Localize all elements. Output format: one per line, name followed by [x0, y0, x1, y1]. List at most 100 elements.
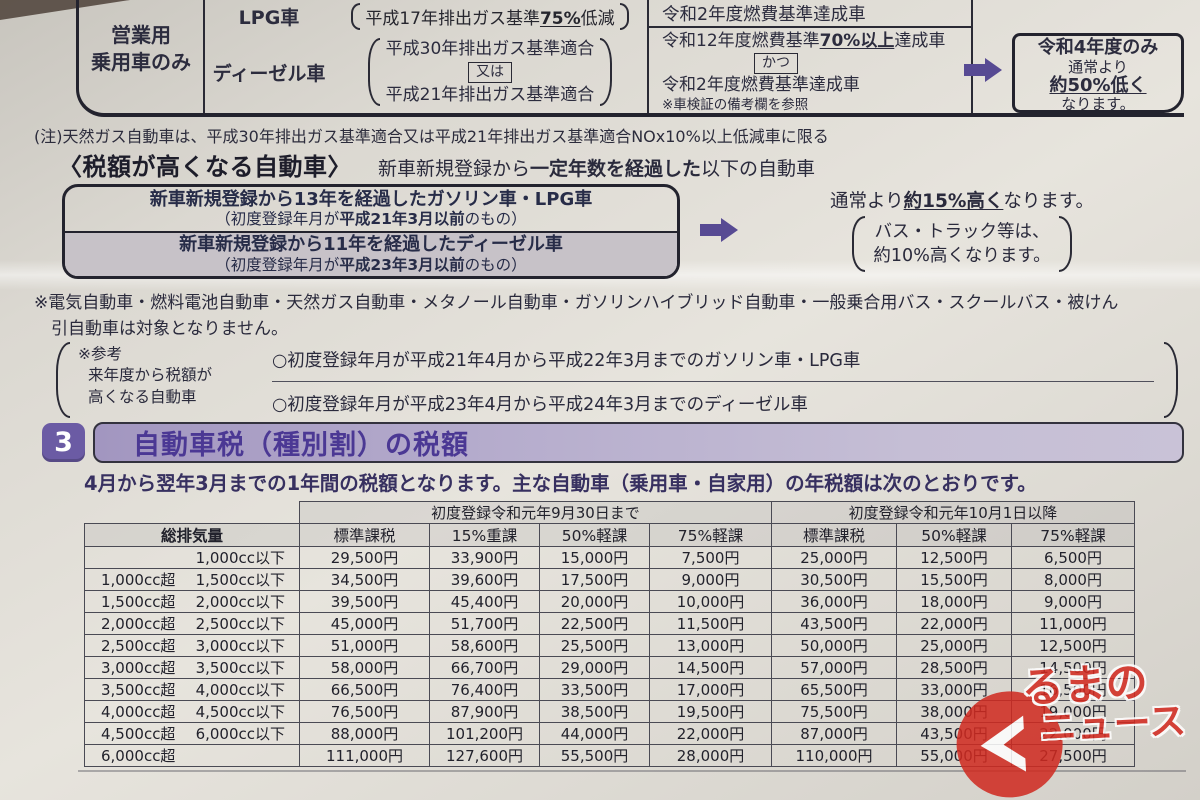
lpg-condition-text: 平成17年排出ガス基準75%低減 [365, 8, 615, 29]
tax-value-cell: 76,500円 [299, 700, 430, 723]
table-row: 1,000cc以下 29,500円 33,900円 15,000円 7,500円 25,0… [84, 546, 1135, 569]
close-paren-shape [619, 2, 629, 30]
gasoline-lpg-age-row: 新車新規登録から13年を経過したガソリン車・LPG車 （初度登録年月が平成21年… [65, 187, 677, 233]
diesel-condition-line1: 平成30年排出ガス基準適合 [385, 38, 595, 59]
fuel-economy-line2: 令和2年度燃費基準達成車 [662, 74, 860, 95]
displacement-cell: 1,000cc超 1,500cc以下 [84, 568, 300, 591]
tax-value-cell: 22,000円 [896, 612, 1012, 635]
right-arrow-icon [964, 58, 1004, 82]
displacement-cell: 1,500cc超 2,000cc以下 [84, 590, 300, 613]
open-paren-shape [852, 216, 866, 272]
tax-value-cell: 87,900円 [429, 700, 540, 723]
tax-value-cell: 43,500円 [771, 612, 897, 635]
fuel-economy-column: 令和2年度燃費基準達成車 令和12年度燃費基準70%以上達成車 かつ 令和2年度… [647, 0, 973, 113]
table-group-header-row: 初度登録令和元年9月30日まで 初度登録令和元年10月1日以降 [84, 501, 1135, 524]
tax-value-cell: 15,500円 [896, 568, 1012, 591]
open-paren-shape [56, 342, 70, 418]
tax-value-cell: 51,000円 [299, 634, 430, 657]
displacement-cell: 4,000cc超 4,500cc以下 [84, 700, 300, 723]
reference-item-gasoline: ○初度登録年月が平成21年4月から平成22年3月までのガソリン車・LPG車 [272, 343, 1154, 382]
result-line1: 令和4年度のみ [1037, 37, 1159, 58]
usage-label-line1: 営業用 [111, 22, 171, 47]
col-header: 50%軽課 [896, 523, 1012, 547]
tax-value-cell: 17,500円 [539, 568, 650, 591]
exclusion-note: ※電気自動車・燃料電池自動車・天然ガス自動車・メタノール自動車・ガソリンハイブリ… [34, 293, 1119, 340]
higher-tax-result: 通常より約15%高くなります。 バス・トラック等は、 約10%高くなります。 [740, 187, 1184, 272]
usage-label-line2: 乗用車のみ [91, 49, 191, 74]
col-header: 標準課税 [299, 523, 430, 547]
page-edge-line [78, 770, 1186, 772]
tax-amount-table: 初度登録令和元年9月30日まで 初度登録令和元年10月1日以降 総排気量 標準課… [84, 501, 1135, 767]
tax-value-cell: 13,000円 [649, 634, 772, 657]
tax-value-cell: 110,000円 [771, 744, 897, 767]
section-title-band: 自動車税（種別割）の税額 [93, 422, 1184, 463]
table-row: 2,500cc超 3,000cc以下 51,000円 58,600円 25,500円 13… [84, 634, 1135, 657]
tax-value-cell: 87,000円 [771, 722, 897, 745]
tax-value-cell: 9,000円 [1011, 590, 1135, 613]
close-paren-shape [1164, 342, 1178, 418]
tax-value-cell: 38,500円 [539, 700, 650, 723]
col-header: 標準課税 [771, 523, 897, 547]
diesel-condition: 平成30年排出ガス基準適合 又は 平成21年排出ガス基準適合 [333, 33, 647, 113]
higher-tax-heading-row: 〈税額が高くなる自動車〉 新車新規登録から一定年数を経過した以下の自動車 [58, 147, 815, 182]
col-header: 75%軽課 [1011, 523, 1135, 547]
inspection-note: ※車検証の備考欄を参照 [662, 96, 809, 113]
displacement-header: 総排気量 [84, 523, 300, 547]
or-connector-badge: 又は [467, 62, 512, 83]
tax-value-cell: 65,500円 [771, 678, 897, 701]
tax-value-cell: 15,000円 [539, 546, 650, 569]
fuel-economy-top-row: 令和2年度燃費基準達成車 [649, 0, 971, 29]
tax-value-cell: 29,000円 [539, 656, 650, 679]
displacement-cell: 4,500cc超 6,000cc以下 [84, 722, 300, 745]
tax-value-cell: 25,500円 [539, 634, 650, 657]
result-line4: なります。 [1061, 95, 1135, 114]
tax-value-cell: 58,000円 [299, 656, 430, 679]
displacement-cell: 6,000cc超 [84, 744, 300, 767]
bus-truck-parenthetical: バス・トラック等は、 約10%高くなります。 [740, 216, 1184, 272]
lpg-condition: 平成17年排出ガス基準75%低減 [333, 2, 647, 30]
kuruma-news-watermark: るまの ニュース [945, 656, 1200, 800]
tax-value-cell: 55,500円 [539, 744, 650, 767]
tax-value-cell: 25,000円 [896, 634, 1012, 657]
reference-item-diesel: ○初度登録年月が平成23年4月から平成24年3月までのディーゼル車 [272, 394, 808, 415]
result-line3: 約50%低く [1049, 74, 1147, 96]
tax-table-body: 1,000cc以下 29,500円 33,900円 15,000円 7,500円 25,0… [84, 546, 1135, 767]
tax-value-cell: 51,700円 [429, 612, 540, 635]
tax-value-cell: 18,000円 [896, 590, 1012, 613]
tax-value-cell: 45,400円 [429, 590, 540, 613]
group2-header: 初度登録令和元年10月1日以降 [771, 501, 1135, 524]
tax-value-cell: 16,500円 [1011, 678, 1135, 701]
tax-value-cell: 6,500円 [1011, 546, 1135, 569]
col-header: 50%軽課 [539, 523, 650, 547]
close-paren-shape [1058, 216, 1072, 272]
watermark-text: るまの ニュース [1020, 657, 1187, 750]
tax-value-cell: 66,500円 [299, 678, 430, 701]
tax-value-cell: 22,000円 [649, 722, 772, 745]
tax-value-cell: 39,600円 [429, 568, 540, 591]
tax-value-cell: 88,000円 [299, 722, 430, 745]
diesel-condition-stack: 平成30年排出ガス基準適合 又は 平成21年排出ガス基準適合 [386, 38, 595, 106]
table-row: 1,000cc超 1,500cc以下 34,500円 39,600円 17,500円 9,… [84, 568, 1135, 591]
close-paren-shape [600, 37, 613, 106]
higher-tax-subheading: 新車新規登録から一定年数を経過した以下の自動車 [378, 158, 816, 180]
natural-gas-note: (注)天然ガス自動車は、平成30年排出ガス基準適合又は平成21年排出ガス基準適合… [34, 127, 829, 146]
tax-value-cell: 20,000円 [539, 590, 650, 613]
tax-value-cell: 127,600円 [429, 744, 540, 767]
and-connector-badge: かつ [754, 52, 798, 74]
tax-value-cell: 14,500円 [1011, 656, 1135, 679]
table-subheader-row: 総排気量 標準課税 15%重課 50%軽課 75%軽課 標準課税 50%軽課 7… [84, 523, 1135, 547]
tax-value-cell: 101,200円 [429, 722, 540, 745]
tax-value-cell: 19,500円 [649, 700, 772, 723]
tax-value-cell: 9,000円 [649, 568, 772, 591]
tax-value-cell: 25,000円 [771, 546, 897, 569]
usage-type-cell: 営業用 乗用車のみ [79, 0, 205, 113]
tax-value-cell: 8,000円 [1011, 568, 1135, 591]
tax-value-cell: 57,000円 [771, 656, 897, 679]
diesel-fuel-label: ディーゼル車 [212, 63, 326, 86]
open-paren-shape [351, 2, 361, 30]
tax-value-cell: 30,500円 [771, 568, 897, 591]
displacement-cell: 2,000cc超 2,500cc以下 [84, 612, 300, 635]
diesel-row: ディーゼル車 平成30年排出ガス基準適合 又は 平成21年排出ガス基準適合 [205, 33, 647, 113]
higher-tax-box: 新車新規登録から13年を経過したガソリン車・LPG車 （初度登録年月が平成21年… [62, 184, 680, 279]
tax-value-cell: 12,500円 [1011, 634, 1135, 657]
